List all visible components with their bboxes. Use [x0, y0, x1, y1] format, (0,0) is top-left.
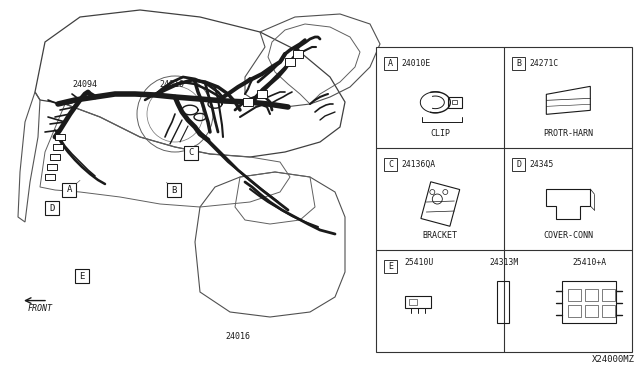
- Bar: [585, 289, 598, 301]
- Bar: [285, 58, 295, 66]
- Bar: [62, 183, 76, 197]
- Text: 24136QA: 24136QA: [401, 160, 435, 169]
- Text: CLIP: CLIP: [430, 129, 451, 138]
- Text: B: B: [172, 186, 177, 195]
- Bar: [75, 269, 89, 283]
- Bar: [384, 158, 397, 171]
- Text: 25410U: 25410U: [404, 258, 434, 267]
- Bar: [448, 97, 462, 108]
- Bar: [50, 154, 60, 160]
- Bar: [257, 90, 267, 98]
- Text: 24016: 24016: [225, 332, 251, 341]
- Text: B: B: [516, 58, 522, 67]
- Text: PROTR-HARN: PROTR-HARN: [543, 129, 593, 138]
- Text: BRACKET: BRACKET: [423, 231, 458, 240]
- Bar: [585, 305, 598, 317]
- Bar: [568, 305, 580, 317]
- Text: D: D: [516, 160, 522, 169]
- Text: 24010: 24010: [159, 80, 184, 89]
- Bar: [243, 98, 253, 106]
- Bar: [55, 134, 65, 140]
- Text: FRONT: FRONT: [28, 304, 52, 313]
- Bar: [47, 164, 57, 170]
- Text: 24313M: 24313M: [490, 258, 519, 267]
- Bar: [45, 201, 60, 215]
- Text: 24271C: 24271C: [529, 58, 559, 67]
- Text: C: C: [188, 148, 193, 157]
- Text: E: E: [388, 262, 394, 271]
- Text: 24010E: 24010E: [401, 58, 431, 67]
- Bar: [568, 289, 580, 301]
- Bar: [512, 158, 525, 171]
- Text: D: D: [50, 204, 55, 213]
- Bar: [497, 281, 509, 323]
- Text: COVER-CONN: COVER-CONN: [543, 231, 593, 240]
- Bar: [53, 144, 63, 150]
- Bar: [452, 100, 458, 104]
- Bar: [384, 57, 397, 70]
- Bar: [405, 296, 431, 308]
- Text: E: E: [79, 272, 84, 280]
- Bar: [384, 260, 397, 273]
- Bar: [512, 57, 525, 70]
- Text: 25410+A: 25410+A: [573, 258, 607, 267]
- Bar: [409, 299, 417, 305]
- Bar: [293, 50, 303, 58]
- Bar: [602, 289, 614, 301]
- Text: 24094: 24094: [72, 80, 97, 89]
- Text: C: C: [388, 160, 394, 169]
- Bar: [562, 281, 616, 323]
- Text: A: A: [388, 58, 394, 67]
- Text: 24345: 24345: [529, 160, 554, 169]
- Bar: [167, 183, 181, 198]
- Text: A: A: [67, 185, 72, 194]
- Bar: [184, 145, 198, 160]
- Text: X24000MZ: X24000MZ: [592, 355, 635, 364]
- Bar: [45, 174, 55, 180]
- Bar: [376, 46, 632, 352]
- Bar: [602, 305, 614, 317]
